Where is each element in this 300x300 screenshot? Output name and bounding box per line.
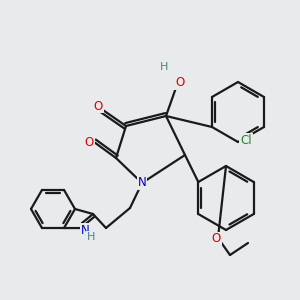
Text: Cl: Cl bbox=[240, 134, 252, 146]
Text: O: O bbox=[212, 232, 220, 245]
Text: O: O bbox=[176, 76, 184, 89]
Text: O: O bbox=[84, 136, 94, 148]
Text: O: O bbox=[93, 100, 103, 112]
Text: N: N bbox=[81, 224, 90, 236]
Text: H: H bbox=[87, 232, 96, 242]
Text: N: N bbox=[138, 176, 146, 190]
Text: H: H bbox=[160, 62, 168, 72]
